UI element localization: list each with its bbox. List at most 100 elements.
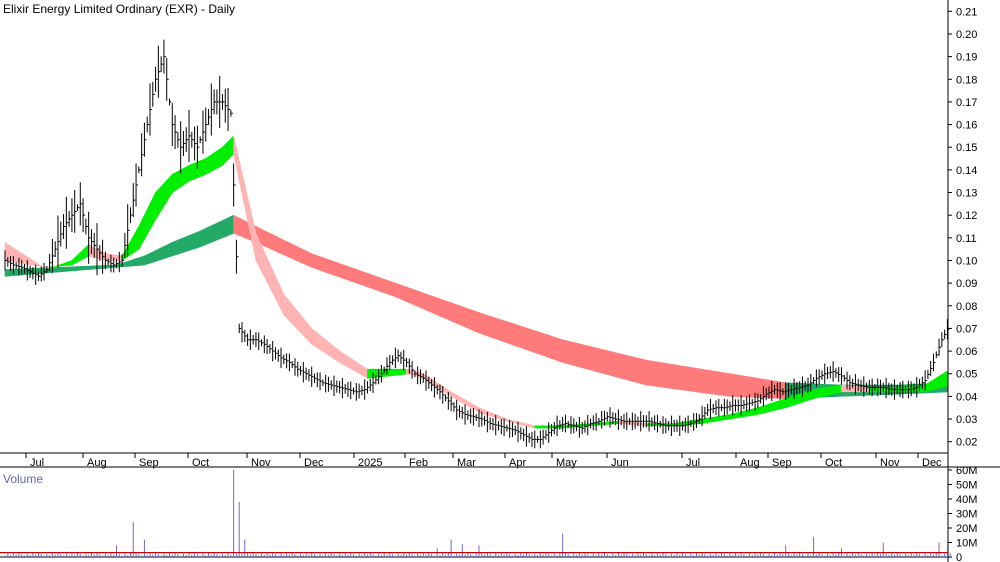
short-band-segment (160, 179, 168, 212)
y-tick-label: 0.17 (956, 97, 977, 109)
long-band-segment (456, 304, 463, 327)
short-band-segment (763, 403, 770, 414)
long-band-segment (266, 231, 273, 251)
long-band-segment (495, 317, 502, 342)
long-band-segment (361, 270, 368, 288)
x-tick-label: 2025 (358, 457, 382, 469)
short-band-segment (171, 170, 179, 194)
long-band-segment (160, 244, 168, 260)
long-band-segment (333, 261, 340, 278)
short-band-segment (77, 249, 84, 263)
short-band-segment (523, 422, 530, 428)
long-band-segment (205, 225, 212, 246)
y-tick-label: 0.09 (956, 278, 977, 290)
long-band-segment (645, 359, 653, 387)
short-band-segment (757, 405, 764, 415)
short-band-segment (316, 332, 324, 353)
short-band-segment (305, 320, 313, 346)
short-band-segment (289, 300, 296, 328)
long-band-segment (350, 266, 357, 284)
long-band-segment (417, 290, 424, 310)
x-tick-label: Jun (611, 457, 629, 469)
long-band-segment (668, 363, 675, 390)
short-band-segment (456, 394, 463, 404)
short-band-segment (21, 252, 28, 265)
y-tick-label: 0.20 (956, 29, 977, 41)
short-band-segment (222, 140, 229, 167)
short-band-segment (389, 368, 396, 377)
short-band-segment (71, 254, 78, 266)
long-band-segment (82, 265, 89, 271)
y-tick-label: 0.11 (956, 233, 977, 245)
long-band-segment (601, 348, 608, 375)
y-tick-label: 0.12 (956, 210, 977, 222)
short-band-segment (489, 411, 497, 419)
long-band-segment (450, 302, 457, 324)
long-band-segment (127, 259, 134, 267)
short-band-segment (818, 387, 826, 398)
long-band-segment (445, 300, 452, 322)
short-band-segment (233, 135, 240, 181)
x-tick-label: Aug (740, 457, 760, 469)
short-band-segment (361, 365, 368, 379)
short-band-segment (227, 135, 234, 161)
long-band-segment (171, 239, 179, 257)
short-band-segment (82, 243, 89, 260)
y-tick-label: 0.21 (956, 6, 977, 18)
short-band-segment (138, 215, 145, 251)
long-band-segment (238, 217, 246, 239)
long-band-segment (579, 343, 586, 369)
long-band-segment (712, 370, 720, 396)
short-band-segment (183, 164, 190, 186)
long-band-segment (690, 367, 697, 393)
long-band-segment (629, 355, 636, 383)
x-tick-label: Dec (922, 457, 942, 469)
x-tick-label: May (556, 457, 577, 469)
long-band-segment (540, 332, 547, 357)
short-band-segment (712, 415, 720, 423)
short-band-segment (238, 160, 246, 208)
long-band-segment (406, 286, 413, 305)
long-band-segment (289, 242, 296, 261)
short-band-segment (724, 414, 731, 421)
y-tick-label: 0.14 (956, 165, 977, 177)
long-band-segment (512, 323, 519, 348)
long-band-segment (277, 236, 285, 256)
long-band-segment (724, 372, 731, 397)
long-band-segment (562, 339, 569, 365)
long-band-segment (144, 252, 151, 266)
short-band-segment (830, 385, 837, 395)
long-band-segment (484, 313, 491, 338)
short-band-segment (835, 384, 842, 394)
short-band-segment (802, 390, 809, 403)
short-band-segment (127, 235, 134, 258)
long-band-segment (272, 234, 279, 253)
y-tick-label: 0.05 (956, 369, 977, 381)
y-tick-label: 0.19 (956, 52, 977, 64)
long-band-segment (132, 257, 140, 267)
y-tick-label: 0.07 (956, 323, 977, 335)
long-band-segment (311, 253, 318, 270)
y-tick-label: 0.02 (956, 437, 977, 449)
short-band-segment (935, 373, 943, 390)
long-band-segment (718, 371, 725, 396)
short-band-segment (328, 341, 335, 360)
y-tick-label: 0.04 (956, 391, 977, 403)
short-band-segment (350, 357, 357, 373)
long-band-segment (707, 369, 714, 395)
volume-tick-label: 10M (956, 538, 977, 550)
long-band-segment (4, 268, 11, 277)
volume-label: Volume (3, 472, 44, 486)
long-band-segment (461, 306, 469, 329)
long-band-segment (651, 360, 658, 387)
short-band-segment (144, 203, 151, 241)
long-band-segment (473, 310, 480, 334)
long-band-segment (556, 337, 563, 363)
short-band-segment (272, 269, 279, 305)
short-band-segment (216, 146, 223, 169)
long-band-segment (71, 266, 78, 272)
x-tick-label: Sep (772, 457, 792, 469)
short-band-segment (824, 386, 831, 397)
short-band-segment (395, 368, 402, 376)
long-band-segment (356, 268, 363, 286)
